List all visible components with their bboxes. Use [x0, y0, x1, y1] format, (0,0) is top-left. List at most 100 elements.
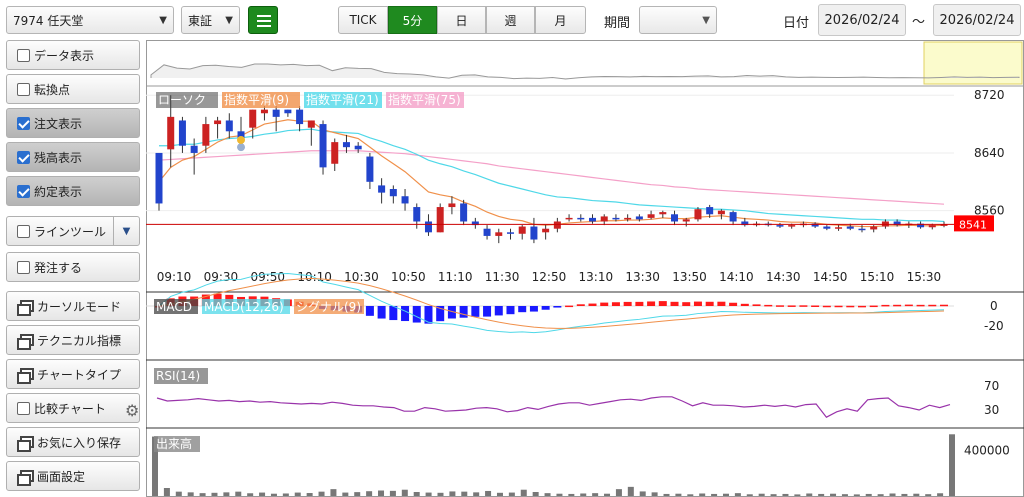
candle — [401, 196, 409, 204]
last-price-tag — [954, 215, 994, 232]
sidebar-item-place-order[interactable]: 発注する — [6, 252, 140, 282]
volume-bar — [520, 489, 527, 496]
candle — [577, 217, 585, 220]
legend-label: シグナル(9) — [296, 300, 361, 314]
macd-histogram-bar — [775, 305, 784, 307]
tab-tick[interactable]: TICK — [338, 6, 388, 34]
sidebar-item-balance-display[interactable]: 残高表示 — [6, 142, 140, 172]
volume-bar — [711, 493, 718, 496]
sidebar-item-technical-indicators[interactable]: テクニカル指標 — [6, 325, 140, 355]
sidebar-item-execution-display[interactable]: 約定表示 — [6, 176, 140, 206]
date-to-field[interactable]: 2026/02/24 — [933, 4, 1021, 36]
y-tick-label: 8720 — [974, 88, 1005, 102]
gear-icon[interactable]: ⚙ — [125, 401, 140, 420]
macd-histogram-bar — [928, 304, 937, 307]
checkbox-icon[interactable] — [17, 82, 30, 96]
checkbox-checked-icon[interactable] — [17, 184, 30, 198]
candle — [741, 221, 749, 226]
macd-histogram-bar — [389, 306, 398, 321]
candle — [506, 232, 514, 234]
sidebar-item-data-display[interactable]: データ表示 — [6, 40, 140, 70]
volume-bar — [152, 436, 158, 496]
checkbox-icon[interactable] — [17, 224, 30, 238]
tab-day[interactable]: 日 — [437, 6, 486, 34]
volume-bar — [722, 493, 729, 496]
x-tick-label: 14:30 — [766, 270, 801, 284]
candle — [858, 228, 866, 231]
y-tick-label: -20 — [984, 319, 1004, 333]
x-tick-label: 13:30 — [625, 270, 660, 284]
volume-bar — [544, 493, 551, 496]
tab-month[interactable]: 月 — [535, 6, 586, 34]
candle — [284, 109, 292, 114]
candle — [917, 223, 925, 228]
symbol-select[interactable]: 7974 任天堂 ▼ — [6, 6, 174, 34]
volume-bar — [865, 493, 872, 496]
macd-histogram-bar — [822, 305, 831, 308]
volume-bar — [354, 492, 361, 496]
sidebar-item-save-favorite[interactable]: お気に入り保存 — [6, 427, 140, 457]
macd-histogram-bar — [506, 306, 515, 315]
date-from-field[interactable]: 2026/02/24 — [818, 4, 906, 36]
candle — [366, 156, 374, 182]
checkbox-checked-icon[interactable] — [17, 116, 30, 130]
macd-histogram-bar — [412, 306, 421, 323]
candle — [237, 131, 245, 139]
candle — [671, 214, 679, 222]
tab-5min[interactable]: 5分 — [388, 6, 437, 34]
legend-chip — [154, 368, 208, 384]
sidebar-item-label: カーソルモード — [37, 299, 122, 314]
symbol-list-button[interactable] — [248, 6, 278, 34]
legend-chip — [304, 92, 382, 108]
sidebar-item-compare-chart[interactable]: 比較チャート ⚙ — [6, 393, 140, 423]
x-tick-label: 13:10 — [579, 270, 614, 284]
range-select[interactable]: ▼ — [639, 6, 717, 34]
sidebar-item-cursor-mode[interactable]: カーソルモード — [6, 291, 140, 321]
tab-week[interactable]: 週 — [486, 6, 535, 34]
sidebar-item-line-tool[interactable]: ラインツール ▼ — [6, 216, 140, 246]
sidebar-item-chart-type[interactable]: チャートタイプ — [6, 359, 140, 389]
macd-histogram-bar — [483, 306, 492, 317]
y-tick-label: 8560 — [974, 204, 1005, 218]
candle — [460, 203, 468, 222]
sidebar-item-screen-settings[interactable]: 画面設定 — [6, 461, 140, 491]
legend-label: 指数平滑(75) — [388, 92, 461, 107]
x-tick-label: 09:30 — [204, 270, 239, 284]
x-tick-label: 10:50 — [391, 270, 426, 284]
volume-bar — [925, 494, 932, 496]
checkbox-icon[interactable] — [17, 401, 30, 415]
volume-bar — [841, 494, 848, 496]
volume-bar — [592, 493, 599, 496]
checkbox-icon[interactable] — [17, 48, 30, 62]
volume-bar — [889, 493, 896, 496]
sidebar-item-order-display[interactable]: 注文表示 — [6, 108, 140, 138]
sidebar-item-label: ラインツール — [34, 224, 107, 239]
chevron-down-icon: ▼ — [702, 14, 710, 26]
volume-bar — [342, 492, 349, 496]
sidebar-item-turning-point[interactable]: 転換点 — [6, 74, 140, 104]
date-separator: ～ — [912, 15, 926, 30]
volume-bar — [508, 492, 515, 496]
date-label: 日付 — [783, 16, 810, 31]
signal-line — [158, 277, 945, 329]
legend-label: RSI(14) — [156, 369, 200, 383]
exchange-select[interactable]: 東証 ▼ — [181, 6, 240, 34]
candle — [530, 226, 538, 240]
candle — [682, 219, 690, 222]
x-tick-label: 11:30 — [485, 270, 520, 284]
last-price-label: 8541 — [959, 218, 987, 231]
volume-bar — [806, 493, 813, 496]
candle — [624, 217, 632, 220]
candle — [448, 203, 456, 208]
checkbox-icon[interactable] — [17, 260, 30, 274]
checkbox-checked-icon[interactable] — [17, 150, 30, 164]
macd-histogram-bar — [623, 301, 632, 306]
candle — [319, 124, 327, 168]
volume-bar — [413, 492, 420, 496]
chevron-down-icon[interactable]: ▼ — [113, 217, 139, 245]
volume-bar — [199, 493, 206, 496]
candle — [823, 226, 831, 229]
legend-chip — [156, 92, 218, 108]
macd-histogram-bar — [670, 301, 679, 306]
